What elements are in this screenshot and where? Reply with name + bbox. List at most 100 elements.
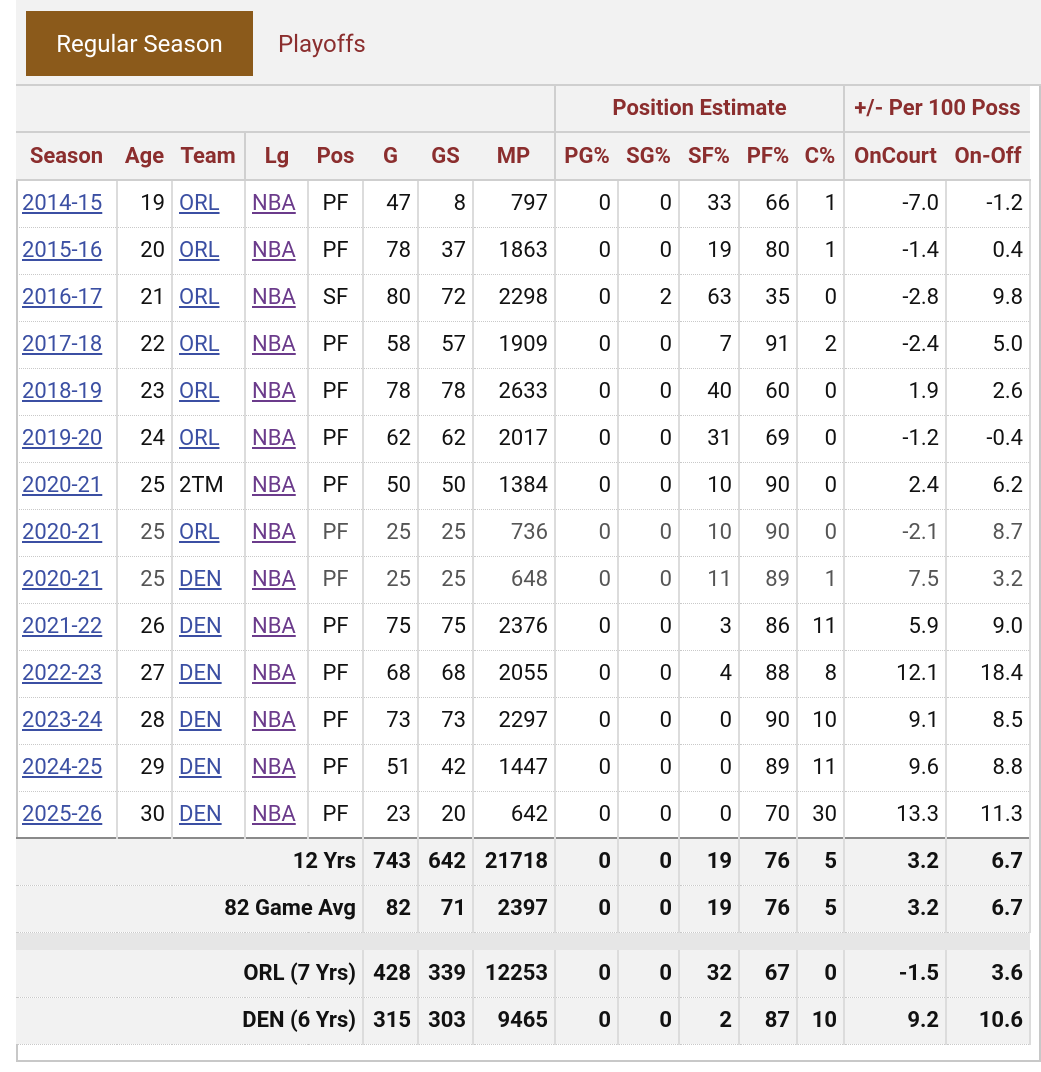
team-link[interactable]: DEN [179, 661, 222, 686]
team-link[interactable]: ORL [179, 379, 220, 404]
column-header-pf-[interactable]: PF% [739, 131, 797, 181]
cell-pos: PF [308, 368, 364, 416]
column-header-g[interactable]: G [363, 131, 418, 181]
lg-link[interactable]: NBA [252, 567, 296, 592]
summary-cell-sg: 0 [618, 997, 680, 1045]
cell-on: -2.1 [844, 509, 947, 557]
cell-pos: PF [308, 180, 364, 228]
column-header-pos[interactable]: Pos [308, 131, 363, 181]
season-link[interactable]: 2017-18 [22, 332, 103, 357]
table-row: 2021-22 26 DEN NBA PF 75 75 2376 0 0 3 86 11 5.9 9.0 [16, 603, 1031, 651]
cell-gs: 68 [418, 650, 474, 698]
column-header-oncourt[interactable]: OnCourt [844, 131, 946, 181]
cell-c: 0 [797, 274, 845, 322]
tab-playoffs[interactable]: Playoffs [278, 29, 366, 58]
cell-pf: 91 [739, 321, 798, 369]
lg-link[interactable]: NBA [252, 191, 296, 217]
column-header-lg[interactable]: Lg [245, 131, 308, 181]
lg-link[interactable]: NBA [252, 801, 296, 827]
cell-c: 8 [797, 650, 845, 698]
column-header-age[interactable]: Age [117, 131, 172, 181]
cell-c: 11 [797, 603, 845, 651]
season-link[interactable]: 2016-17 [22, 285, 103, 310]
lg-link[interactable]: NBA [252, 379, 296, 404]
column-header-gs[interactable]: GS [418, 131, 473, 181]
column-header-c-[interactable]: C% [797, 131, 845, 181]
lg-link[interactable]: NBA [252, 473, 296, 498]
lg-link[interactable]: NBA [252, 238, 296, 263]
cell-pg: 0 [555, 274, 619, 322]
lg-link[interactable]: NBA [252, 708, 296, 733]
lg-link[interactable]: NBA [252, 661, 296, 686]
cell-g: 50 [363, 462, 419, 510]
cell-team: ORL [172, 227, 246, 275]
column-header-on-off[interactable]: On-Off [946, 131, 1030, 181]
team-link[interactable]: ORL [179, 191, 220, 217]
lg-link[interactable]: NBA [252, 614, 296, 639]
cell-team: ORL [172, 274, 246, 322]
season-link[interactable]: 2020-21 [22, 473, 103, 498]
summary-row: ORL (7 Yrs) 428 339 12253 0 0 32 67 0 -1.5 3.6 [16, 950, 1031, 998]
tab-regular-season[interactable]: Regular Season [26, 11, 253, 76]
summary-cell-pf: 76 [739, 837, 798, 886]
cell-pos: PF [308, 415, 364, 463]
lg-link[interactable]: NBA [252, 285, 296, 310]
cell-gs: 25 [418, 509, 474, 557]
cell-c: 0 [797, 415, 845, 463]
column-header-pg-[interactable]: PG% [555, 131, 618, 181]
summary-cell-g: 743 [363, 837, 419, 886]
cell-pg: 0 [555, 321, 619, 369]
team-link[interactable]: ORL [179, 332, 220, 357]
team-link[interactable]: DEN [179, 567, 222, 592]
season-link[interactable]: 2025-26 [22, 801, 103, 827]
team-link[interactable]: DEN [179, 708, 222, 733]
cell-sg: 0 [618, 368, 680, 416]
season-link[interactable]: 2023-24 [22, 708, 103, 733]
season-link[interactable]: 2022-23 [22, 661, 103, 686]
team-link[interactable]: DEN [179, 614, 222, 639]
team-link[interactable]: ORL [179, 520, 220, 545]
lg-link[interactable]: NBA [252, 755, 296, 780]
summary-cell-pg: 0 [555, 837, 619, 886]
season-link[interactable]: 2021-22 [22, 614, 103, 639]
season-link[interactable]: 2024-25 [22, 755, 103, 780]
summary-label: DEN (6 Yrs) [16, 997, 364, 1045]
cell-mp: 736 [473, 509, 556, 557]
team-link[interactable]: DEN [179, 801, 222, 827]
cell-onoff: -0.4 [946, 415, 1031, 463]
summary-cell-onoff: 6.7 [946, 837, 1031, 886]
summary-cell-pg: 0 [555, 885, 619, 933]
cell-gs: 75 [418, 603, 474, 651]
team-link[interactable]: ORL [179, 426, 220, 451]
summary-cell-g: 428 [363, 950, 419, 998]
summary-cell-on: 3.2 [844, 837, 947, 886]
cell-sg: 0 [618, 603, 680, 651]
column-header-mp[interactable]: MP [473, 131, 556, 181]
column-header-sf-[interactable]: SF% [679, 131, 739, 181]
lg-link[interactable]: NBA [252, 332, 296, 357]
cell-sf: 33 [679, 180, 740, 228]
cell-lg: NBA [245, 227, 309, 275]
team-link[interactable]: ORL [179, 238, 220, 263]
cell-mp: 648 [473, 556, 556, 604]
column-header-season[interactable]: Season [16, 131, 117, 181]
team-link[interactable]: ORL [179, 285, 220, 310]
season-link[interactable]: 2015-16 [22, 238, 103, 263]
cell-c: 1 [797, 556, 845, 604]
season-link[interactable]: 2020-21 [22, 520, 103, 545]
season-link[interactable]: 2019-20 [22, 426, 103, 451]
column-header-sg-[interactable]: SG% [618, 131, 679, 181]
season-link[interactable]: 2020-21 [22, 567, 103, 592]
cell-on: 9.1 [844, 697, 947, 745]
team-link[interactable]: DEN [179, 755, 222, 780]
cell-team: ORL [172, 321, 246, 369]
cell-gs: 42 [418, 744, 474, 792]
season-link[interactable]: 2018-19 [22, 379, 103, 404]
lg-link[interactable]: NBA [252, 426, 296, 451]
column-header-team[interactable]: Team [172, 131, 246, 181]
cell-mp: 1863 [473, 227, 556, 275]
summary-cell-pf: 67 [739, 950, 798, 998]
lg-link[interactable]: NBA [252, 520, 296, 545]
season-link[interactable]: 2014-15 [22, 191, 103, 217]
cell-team: ORL [172, 368, 246, 416]
